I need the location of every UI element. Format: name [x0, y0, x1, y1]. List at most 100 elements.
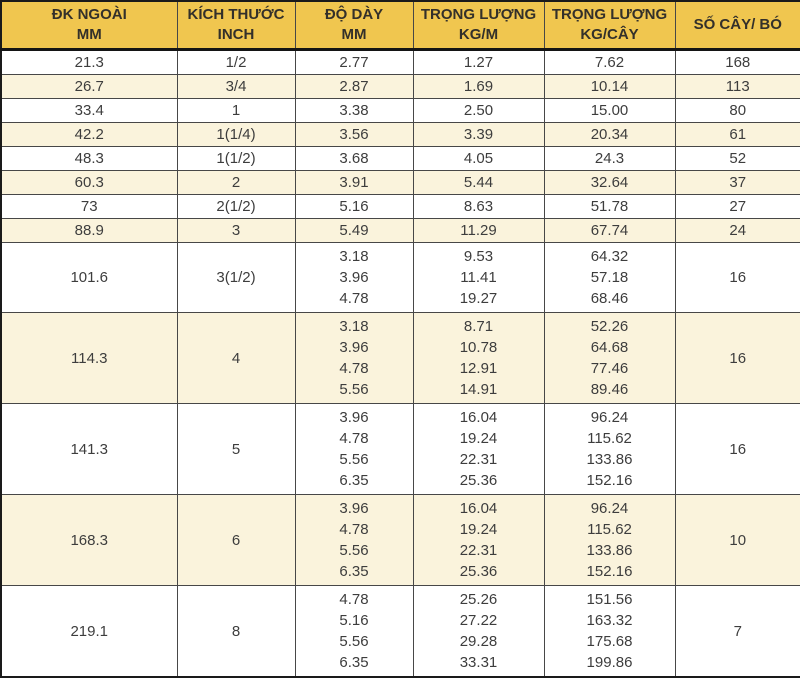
- cell-value-line: 77.46: [545, 358, 675, 379]
- cell-value-line: 133.86: [545, 540, 675, 561]
- cell-value-line: 4.78: [296, 288, 413, 309]
- cell-value-line: 22.31: [414, 449, 544, 470]
- cell-value-line: 7.62: [545, 52, 675, 73]
- od-mm-cell: 168.3: [1, 495, 177, 586]
- pcs-per-bundle-cell: 27: [675, 195, 800, 219]
- cell-value-line: 15.00: [545, 100, 675, 121]
- cell-value-line: 151.56: [545, 589, 675, 610]
- weight-kg-tree-cell: 15.00: [544, 99, 675, 123]
- cell-value-line: 152.16: [545, 561, 675, 582]
- cell-value-line: 24.3: [545, 148, 675, 169]
- header-line1: ĐK NGOÀI: [2, 5, 177, 25]
- cell-value-line: 29.28: [414, 631, 544, 652]
- pcs-per-bundle-cell: 80: [675, 99, 800, 123]
- od-mm-cell: 219.1: [1, 586, 177, 678]
- cell-value-line: 1.69: [414, 76, 544, 97]
- weight-kg-m-cell: 5.44: [413, 171, 544, 195]
- cell-value-line: 5.44: [414, 172, 544, 193]
- cell-value-line: 5.56: [296, 631, 413, 652]
- header-size-inch: KÍCH THƯỚC INCH: [177, 1, 295, 50]
- thickness-mm-cell: 5.16: [295, 195, 413, 219]
- cell-value-line: 4.78: [296, 519, 413, 540]
- header-line1: ĐỘ DÀY: [296, 5, 413, 25]
- cell-value-line: 9.53: [414, 246, 544, 267]
- header-pcs-per-bundle: SỐ CÂY/ BÓ: [675, 1, 800, 50]
- weight-kg-tree-cell: 67.74: [544, 219, 675, 243]
- cell-value-line: 11.29: [414, 220, 544, 241]
- pcs-per-bundle-cell: 37: [675, 171, 800, 195]
- cell-value-line: 64.32: [545, 246, 675, 267]
- cell-value-line: 163.32: [545, 610, 675, 631]
- thickness-mm-cell: 2.77: [295, 50, 413, 75]
- size-inch-cell: 3(1/2): [177, 243, 295, 313]
- cell-value-line: 25.36: [414, 470, 544, 491]
- cell-value-line: 32.64: [545, 172, 675, 193]
- header-weight-kg-tree: TRỌNG LƯỢNG KG/CÂY: [544, 1, 675, 50]
- od-mm-cell: 42.2: [1, 123, 177, 147]
- od-mm-cell: 48.3: [1, 147, 177, 171]
- cell-value-line: 12.91: [414, 358, 544, 379]
- pcs-per-bundle-cell: 10: [675, 495, 800, 586]
- thickness-mm-cell: 3.38: [295, 99, 413, 123]
- cell-value-line: 4.78: [296, 358, 413, 379]
- pcs-per-bundle-cell: 7: [675, 586, 800, 678]
- od-mm-cell: 21.3: [1, 50, 177, 75]
- cell-value-line: 57.18: [545, 267, 675, 288]
- weight-kg-m-cell: 4.05: [413, 147, 544, 171]
- cell-value-line: 133.86: [545, 449, 675, 470]
- size-inch-cell: 6: [177, 495, 295, 586]
- thickness-mm-cell: 3.56: [295, 123, 413, 147]
- cell-value-line: 19.27: [414, 288, 544, 309]
- size-inch-cell: 5: [177, 404, 295, 495]
- cell-value-line: 4.78: [296, 428, 413, 449]
- cell-value-line: 20.34: [545, 124, 675, 145]
- header-line1: SỐ CÂY/ BÓ: [676, 15, 800, 35]
- cell-value-line: 3.18: [296, 246, 413, 267]
- cell-value-line: 5.16: [296, 610, 413, 631]
- cell-value-line: 11.41: [414, 267, 544, 288]
- cell-value-line: 33.31: [414, 652, 544, 673]
- pcs-per-bundle-cell: 16: [675, 313, 800, 404]
- cell-value-line: 5.16: [296, 196, 413, 217]
- header-line1: TRỌNG LƯỢNG: [545, 5, 675, 25]
- weight-kg-tree-cell: 51.78: [544, 195, 675, 219]
- table-header: ĐK NGOÀI MM KÍCH THƯỚC INCH ĐỘ DÀY MM TR…: [1, 1, 800, 50]
- od-mm-cell: 88.9: [1, 219, 177, 243]
- cell-value-line: 199.86: [545, 652, 675, 673]
- weight-kg-tree-cell: 24.3: [544, 147, 675, 171]
- cell-value-line: 6.35: [296, 561, 413, 582]
- cell-value-line: 52.26: [545, 316, 675, 337]
- header-line2: MM: [2, 25, 177, 45]
- header-line2: KG/CÂY: [545, 25, 675, 45]
- size-inch-cell: 3: [177, 219, 295, 243]
- cell-value-line: 3.96: [296, 337, 413, 358]
- header-line1: TRỌNG LƯỢNG: [414, 5, 544, 25]
- thickness-mm-cell: 2.87: [295, 75, 413, 99]
- cell-value-line: 8.71: [414, 316, 544, 337]
- cell-value-line: 68.46: [545, 288, 675, 309]
- weight-kg-tree-cell: 20.34: [544, 123, 675, 147]
- cell-value-line: 10.14: [545, 76, 675, 97]
- cell-value-line: 152.16: [545, 470, 675, 491]
- size-inch-cell: 1: [177, 99, 295, 123]
- cell-value-line: 2.87: [296, 76, 413, 97]
